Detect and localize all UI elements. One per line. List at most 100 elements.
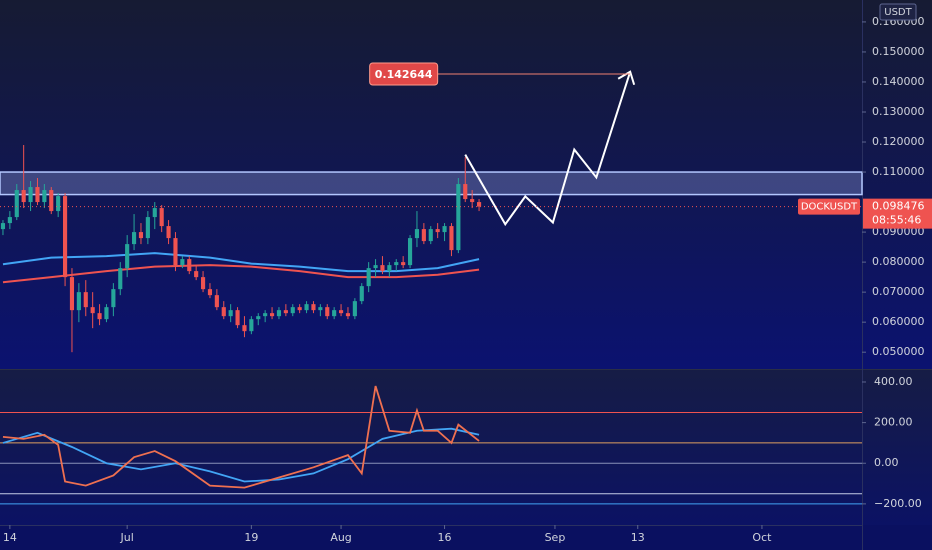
candle-body <box>0 223 6 230</box>
candle-body <box>90 307 95 314</box>
candle-body <box>69 277 75 311</box>
currency-badge <box>879 3 917 21</box>
candle-body <box>456 184 461 251</box>
candle-body <box>449 226 454 251</box>
time-axis <box>0 525 932 550</box>
x-tick-label: 13 <box>631 531 645 544</box>
candle-body <box>152 208 157 218</box>
candle-body <box>332 310 337 317</box>
countdown-label: 08:55:46 <box>872 214 921 227</box>
target-badge <box>369 62 439 86</box>
x-tick-label: Jul <box>120 531 134 544</box>
projection-path <box>464 71 632 227</box>
candle-body <box>269 313 275 317</box>
y-tick-label: 0.110000 <box>872 165 925 178</box>
candle-body <box>97 313 102 320</box>
candle-body <box>104 307 109 320</box>
symbol-badge <box>798 198 860 215</box>
candle-body <box>359 286 364 302</box>
candle-body <box>311 304 316 311</box>
candle-body <box>214 295 219 308</box>
candle-body <box>387 265 392 272</box>
currency-label: USDT <box>884 7 912 18</box>
candle-body <box>159 208 164 227</box>
candle-body <box>35 187 40 203</box>
candle-body <box>318 307 323 311</box>
projection-arrowhead <box>617 70 636 86</box>
candle-body <box>345 313 351 317</box>
candle-body <box>249 319 254 332</box>
candle-body <box>125 244 130 269</box>
candle-body <box>352 301 357 317</box>
x-tick-label: Sep <box>545 531 566 544</box>
candle-body <box>83 292 88 308</box>
candle-body <box>304 304 309 311</box>
candle-body <box>56 196 61 212</box>
candle-body <box>14 190 19 218</box>
candle-body <box>207 289 213 296</box>
moving-average <box>2 264 480 284</box>
candle-body <box>380 265 385 272</box>
candle-body <box>180 259 185 266</box>
candle-body <box>7 217 12 224</box>
indicator-y-tick-label: 200.00 <box>874 416 913 429</box>
candle-body <box>235 310 240 326</box>
candle-body <box>414 229 420 239</box>
moving-average <box>2 252 480 273</box>
candle-body <box>290 307 295 314</box>
indicator-y-tick-label: 400.00 <box>874 375 913 388</box>
candle-body <box>145 217 150 239</box>
candle-body <box>42 190 47 203</box>
candle-body <box>407 238 413 266</box>
x-tick-label: 16 <box>438 531 452 544</box>
last-price-label: 0.098476 <box>872 200 925 213</box>
x-tick-label: Aug <box>330 531 351 544</box>
indicator-line <box>2 385 480 489</box>
candle-body <box>366 268 371 287</box>
candle-body <box>283 310 288 314</box>
candle-body <box>221 307 226 317</box>
x-tick-label: Oct <box>752 531 772 544</box>
candle-body <box>228 310 233 317</box>
y-tick-label: 0.140000 <box>872 75 925 88</box>
candle-body <box>166 226 171 239</box>
candle-body <box>111 289 116 308</box>
candle-body <box>435 229 440 233</box>
candle-body <box>194 271 199 278</box>
candle-body <box>62 196 68 278</box>
y-tick-label: 0.070000 <box>872 285 925 298</box>
indicator-pane <box>0 370 932 525</box>
candle-body <box>187 259 192 272</box>
y-tick-label: 0.050000 <box>872 345 925 358</box>
zone <box>0 171 863 196</box>
candle-body <box>200 277 206 290</box>
candle-body <box>470 199 475 203</box>
candle-body <box>21 190 26 203</box>
candle-body <box>276 310 282 317</box>
candle-body <box>421 229 426 242</box>
candle-body <box>242 325 247 332</box>
y-tick-label: 0.060000 <box>872 315 925 328</box>
x-tick-label: 14 <box>3 531 17 544</box>
candle-body <box>76 292 81 311</box>
price-badge <box>863 198 932 229</box>
candle-body <box>325 307 330 317</box>
indicator-y-tick-label: −200.00 <box>874 497 922 510</box>
candle-body <box>297 307 302 311</box>
y-tick-label: 0.150000 <box>872 45 925 58</box>
candle-body <box>263 313 268 317</box>
indicator-y-tick-label: 0.00 <box>874 456 899 469</box>
candle-body <box>463 184 468 200</box>
y-tick-label: 0.080000 <box>872 255 925 268</box>
candle-body <box>138 232 144 239</box>
x-tick-label: 19 <box>244 531 258 544</box>
candle-body <box>256 316 261 320</box>
candle-body <box>428 229 433 242</box>
candle-body <box>476 202 482 207</box>
candle-body <box>401 262 406 266</box>
target-label: 0.142644 <box>375 68 433 81</box>
candle-body <box>28 187 33 203</box>
candle-body <box>173 238 178 266</box>
candle-body <box>131 232 137 245</box>
